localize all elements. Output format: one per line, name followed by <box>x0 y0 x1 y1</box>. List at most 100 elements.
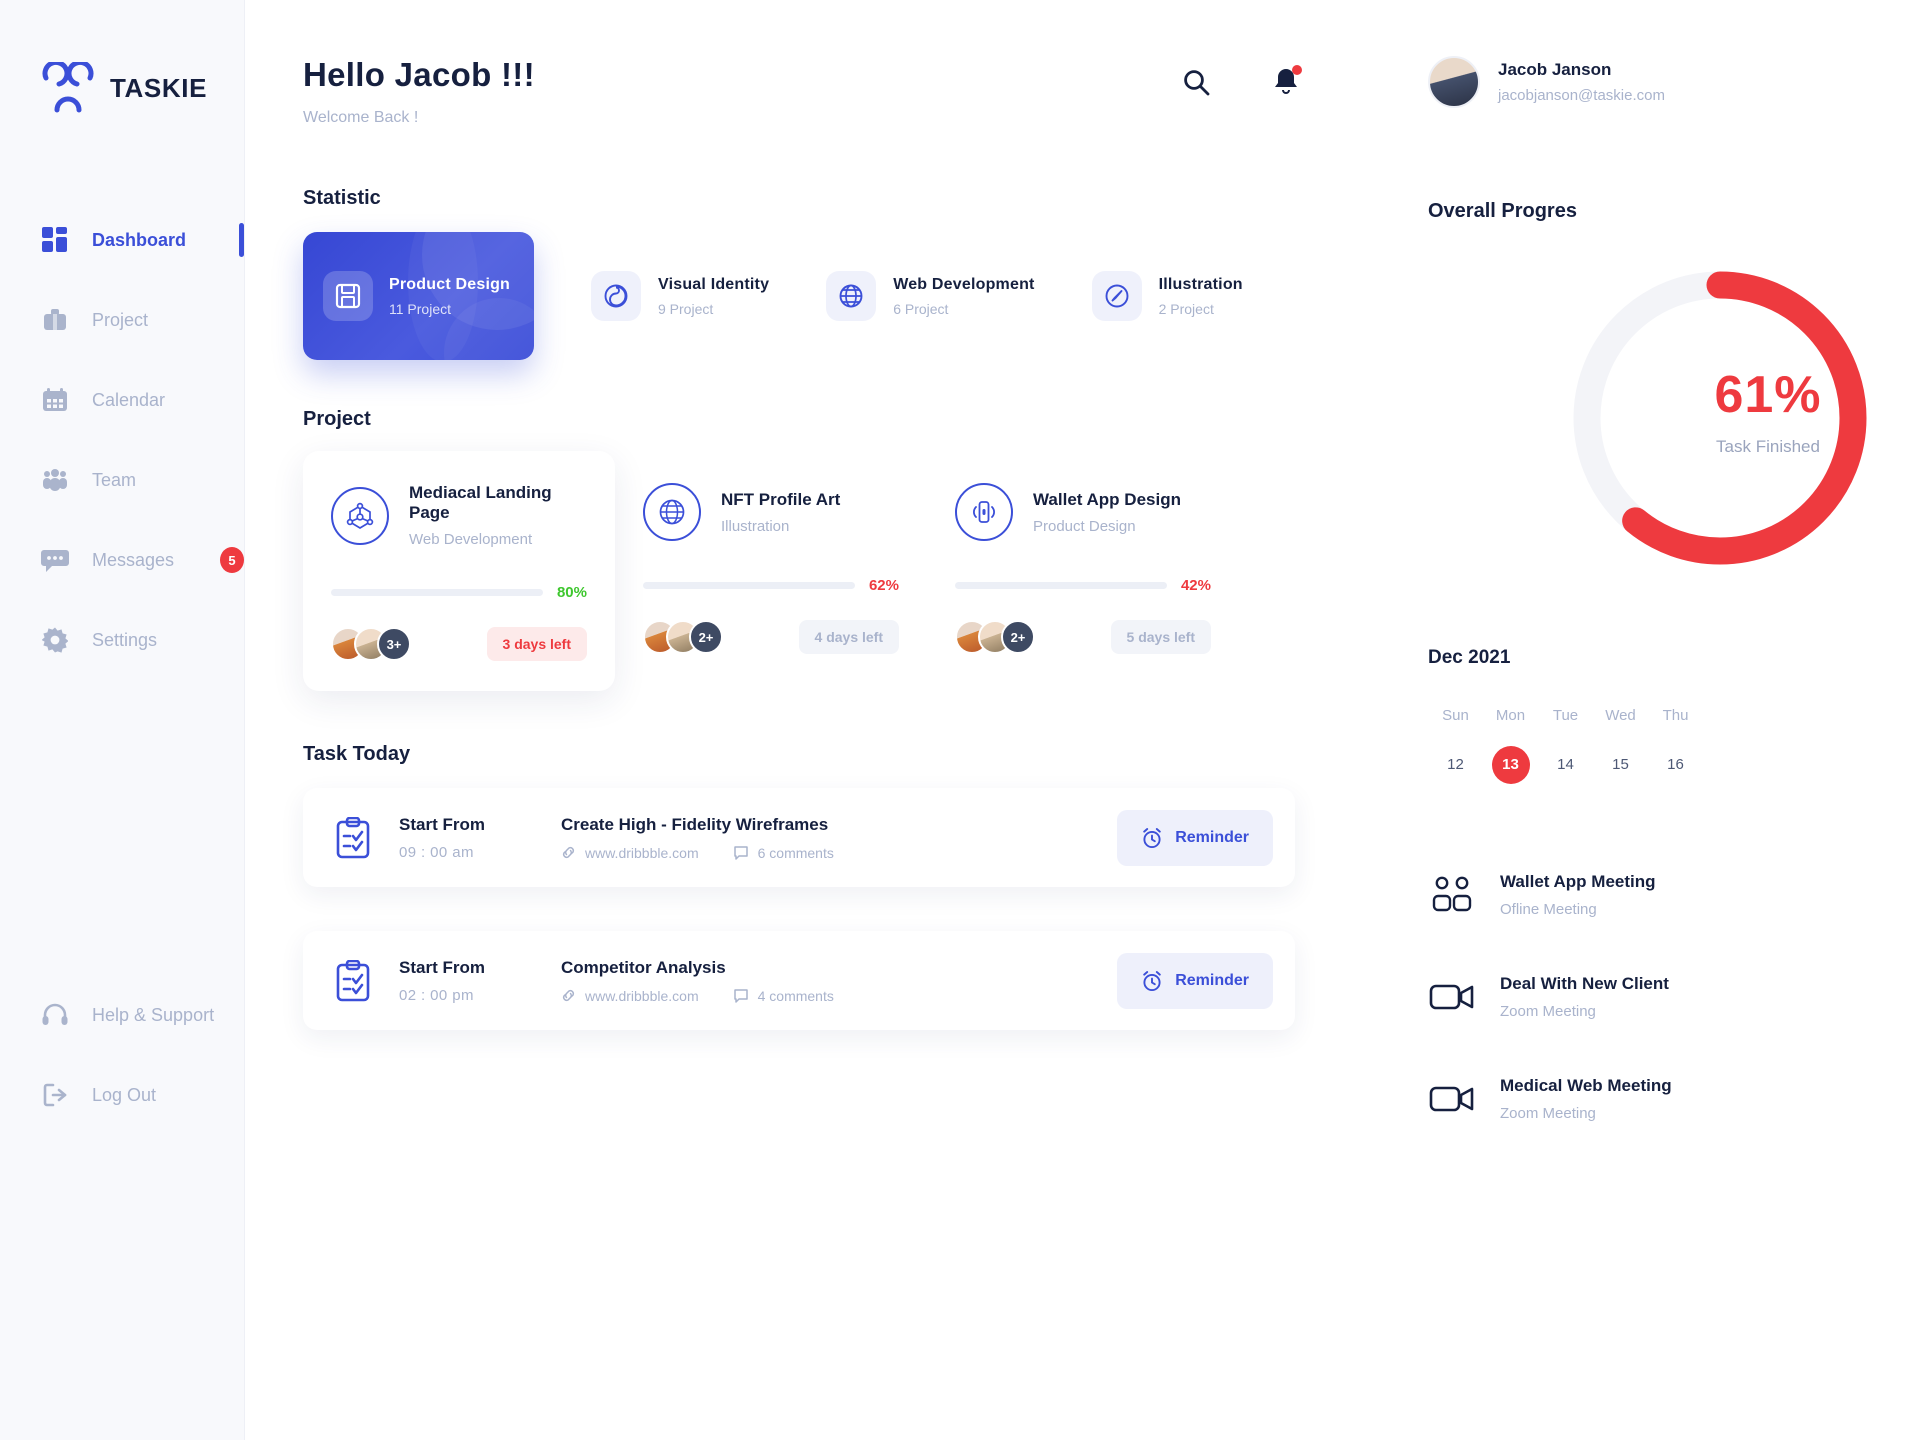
sidebar-item-label: Calendar <box>92 389 166 410</box>
sidebar-item-project[interactable]: Project <box>0 280 244 360</box>
gear-icon <box>40 625 70 655</box>
headset-icon <box>40 1000 70 1030</box>
task-sub: www.dribbble.com 4 comments <box>561 988 834 1004</box>
days-left-badge: 4 days left <box>798 620 899 654</box>
overall-progress-label: Task Finished <box>1716 437 1820 456</box>
days-left-badge: 3 days left <box>486 627 587 661</box>
project-card[interactable]: NFT Profile Art Illustration 62% <box>615 451 927 691</box>
task-link-label: www.dribbble.com <box>585 987 699 1004</box>
mobile-signal-icon <box>955 483 1013 541</box>
calendar-day[interactable]: 15 <box>1612 756 1629 773</box>
task-today-title: Task Today <box>303 743 411 765</box>
task-sub: www.dribbble.com 6 comments <box>561 845 834 861</box>
overall-progress-section: Overall Progres 61% Task Finished <box>1428 200 1920 583</box>
reminder-button-label: Reminder <box>1175 971 1249 989</box>
meeting-subtitle: Zoom Meeting <box>1500 1003 1596 1020</box>
save-disk-icon <box>323 271 373 321</box>
calendar-day[interactable]: 14 <box>1557 756 1574 773</box>
swirl-icon <box>591 271 641 321</box>
task-start-label: Start From <box>399 957 485 977</box>
brand-name: TASKIE <box>110 72 208 103</box>
task-comments-label: 6 comments <box>757 844 834 861</box>
statistic-section: Statistic Product Design <box>303 187 1920 360</box>
sidebar-item-settings[interactable]: Settings <box>0 600 244 680</box>
calendar-day[interactable]: 16 <box>1667 756 1684 773</box>
sidebar-nav: Dashboard Project <box>0 200 244 680</box>
project-card-text: Mediacal Landing Page Web Development <box>409 483 587 548</box>
right-panel: Jacob Janson jacobjanson@taskie.com Over… <box>1370 0 1920 1440</box>
avatar-more-count: 2+ <box>1001 620 1035 654</box>
sidebar-item-label: Settings <box>92 629 158 650</box>
meeting-row[interactable]: Wallet App Meeting Ofline Meeting <box>1428 844 1920 946</box>
project-title: Project <box>303 408 371 430</box>
profile-email: jacobjanson@taskie.com <box>1498 87 1665 104</box>
sidebar-item-dashboard[interactable]: Dashboard <box>0 200 244 280</box>
statistic-card-text: Web Development 6 Project <box>893 276 1034 317</box>
statistic-card-count: 2 Project <box>1158 300 1214 317</box>
project-progress: 42% <box>955 577 1211 594</box>
sidebar: TASKIE Dashboard <box>0 0 245 1440</box>
project-card[interactable]: Wallet App Design Product Design 42% <box>927 451 1239 691</box>
statistic-card-visual-identity[interactable]: Visual Identity 9 Project <box>591 271 769 321</box>
calendar-weekday: Thu <box>1662 707 1689 724</box>
profile-name: Jacob Janson <box>1498 60 1612 79</box>
avatar-group: 3+ <box>331 627 411 661</box>
calendar-day-today[interactable]: 13 <box>1491 746 1530 784</box>
project-card-name: Wallet App Design <box>1033 489 1181 509</box>
task-time: 09 : 00 am <box>399 843 474 861</box>
decor-wave <box>408 232 478 360</box>
meeting-row[interactable]: Deal With New Client Zoom Meeting <box>1428 946 1920 1048</box>
calendar-weekday: Sun <box>1442 707 1469 724</box>
sidebar-item-label: Help & Support <box>92 1004 215 1025</box>
grid-icon <box>40 225 70 255</box>
statistic-card-illustration[interactable]: Illustration 2 Project <box>1091 271 1243 321</box>
sidebar-item-logout[interactable]: Log Out <box>0 1055 244 1135</box>
task-body: Competitor Analysis www.dribbble.com <box>561 958 834 1004</box>
task-link[interactable]: www.dribbble.com <box>561 988 699 1004</box>
project-card-head: Mediacal Landing Page Web Development <box>331 483 587 548</box>
project-progress: 80% <box>331 584 587 601</box>
globe-icon <box>643 483 701 541</box>
meeting-title: Deal With New Client <box>1500 974 1669 993</box>
task-start-label: Start From <box>399 814 485 834</box>
project-card-head: NFT Profile Art Illustration <box>643 483 899 541</box>
avatar-more-count: 3+ <box>377 627 411 661</box>
reminder-button[interactable]: Reminder <box>1117 809 1273 866</box>
project-card[interactable]: Mediacal Landing Page Web Development 80… <box>303 451 615 691</box>
calendar-month: Dec 2021 <box>1428 647 1511 668</box>
bell-icon[interactable] <box>1270 65 1302 98</box>
donut-center-text: 61% Task Finished <box>1658 365 1878 457</box>
top-actions <box>1180 65 1302 98</box>
people-meeting-icon <box>1428 876 1476 914</box>
people-icon <box>40 465 70 495</box>
reminder-button[interactable]: Reminder <box>1117 952 1273 1009</box>
statistic-card-product-design[interactable]: Product Design 11 Project <box>303 232 534 360</box>
calendar-day[interactable]: 12 <box>1447 756 1464 773</box>
logout-icon <box>40 1080 70 1110</box>
task-row[interactable]: Start From 02 : 00 pm Competitor Analysi… <box>303 931 1295 1030</box>
project-card-name: NFT Profile Art <box>721 489 841 509</box>
notification-dot <box>1292 65 1302 75</box>
sidebar-item-messages[interactable]: Messages 5 <box>0 520 244 600</box>
profile-block[interactable]: Jacob Janson jacobjanson@taskie.com <box>1428 56 1920 108</box>
task-row[interactable]: Start From 09 : 00 am Create High - Fide… <box>303 788 1295 887</box>
meeting-row[interactable]: Medical Web Meeting Zoom Meeting <box>1428 1048 1920 1150</box>
clipboard-check-icon <box>331 959 375 1002</box>
task-name: Competitor Analysis <box>561 957 726 977</box>
meeting-text: Wallet App Meeting Ofline Meeting <box>1500 872 1656 918</box>
greeting-block: Hello Jacob !!! Welcome Back ! <box>303 56 535 127</box>
brand-logo[interactable]: TASKIE <box>0 0 244 114</box>
statistic-card-text: Product Design 11 Project <box>389 276 510 317</box>
search-icon[interactable] <box>1180 66 1212 98</box>
project-card-text: NFT Profile Art Illustration <box>721 490 840 535</box>
meeting-subtitle: Ofline Meeting <box>1500 901 1597 918</box>
sidebar-item-help-support[interactable]: Help & Support <box>0 975 244 1055</box>
avatar-group: 2+ <box>643 620 723 654</box>
statistic-card-web-development[interactable]: Web Development 6 Project <box>826 271 1034 321</box>
statistic-cards: Product Design 11 Project Visual Identit… <box>303 232 1920 360</box>
task-link[interactable]: www.dribbble.com <box>561 845 699 861</box>
sidebar-item-team[interactable]: Team <box>0 440 244 520</box>
statistic-card-text: Illustration 2 Project <box>1159 276 1243 317</box>
progress-percent: 62% <box>868 577 899 594</box>
sidebar-item-calendar[interactable]: Calendar <box>0 360 244 440</box>
